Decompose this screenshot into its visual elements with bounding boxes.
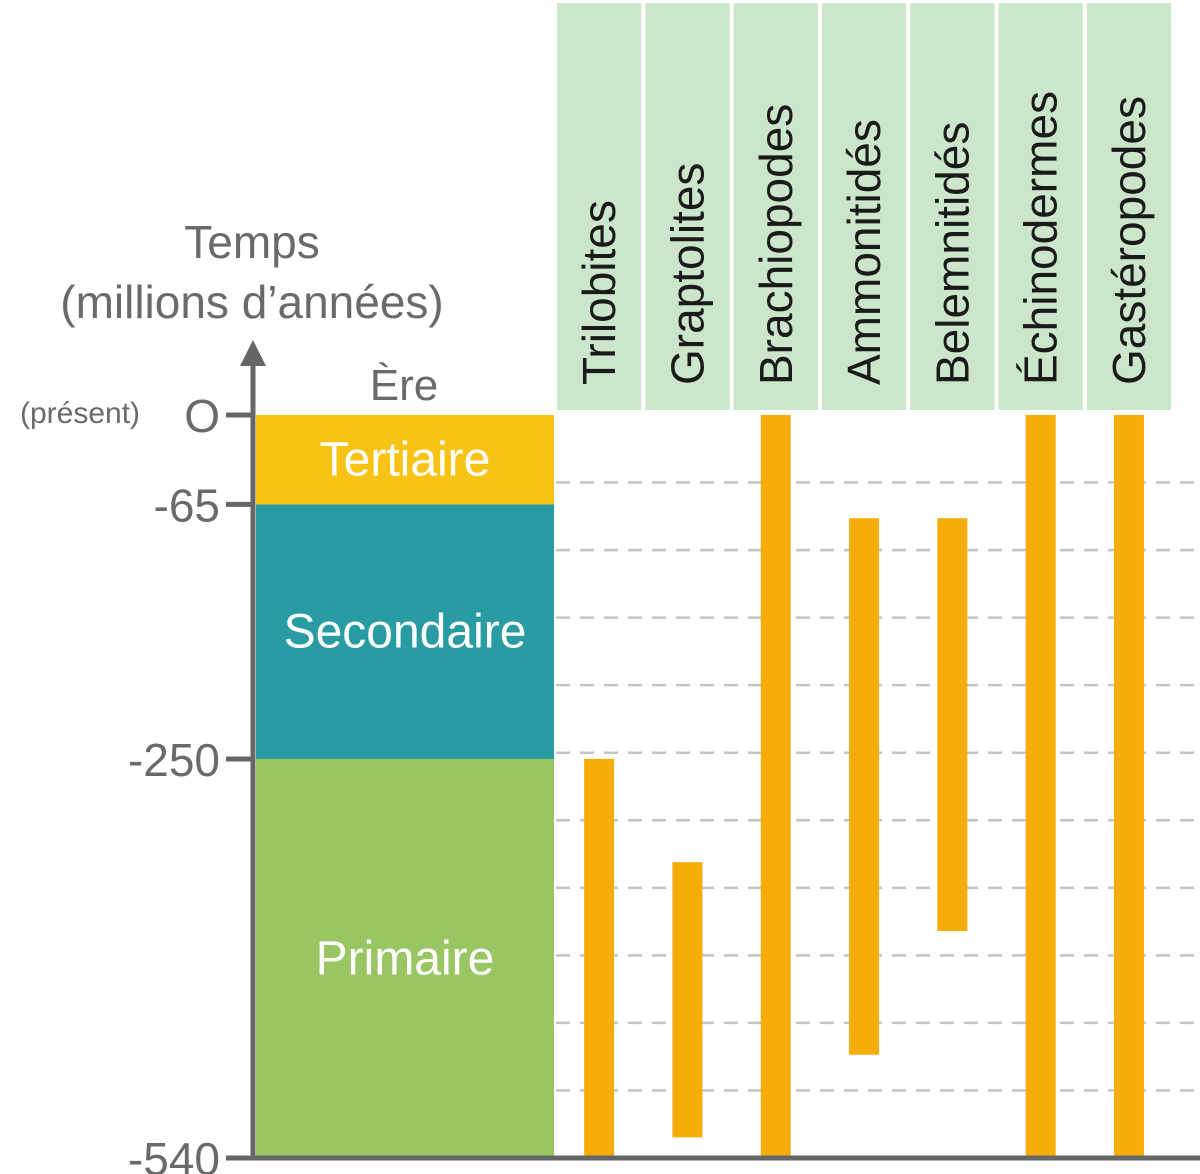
- era-label: Secondaire: [284, 606, 527, 659]
- y-ticks: O -65 -250 -540: [128, 390, 253, 1174]
- y-tick-label: -540: [128, 1133, 220, 1174]
- group-header-cell: [645, 3, 730, 410]
- y-tick-label: -250: [128, 734, 220, 786]
- era-block: [256, 504, 554, 759]
- range-bar: [937, 518, 968, 931]
- era-label: Tertiaire: [320, 434, 491, 487]
- group-header-cell: [910, 3, 995, 410]
- group-header-cell: [733, 3, 818, 410]
- range-bar: [672, 862, 703, 1138]
- group-label: Brachiopodes: [750, 104, 802, 385]
- era-block: [256, 415, 554, 505]
- era-block: [256, 758, 554, 1158]
- present-label: (présent): [20, 397, 140, 430]
- y-axis-arrow-icon: [240, 340, 266, 366]
- y-tick-label: -65: [154, 479, 220, 531]
- range-bar: [1113, 415, 1144, 1158]
- era-column: Tertiaire Secondaire Primaire: [256, 415, 554, 1158]
- group-header-cell: [1086, 3, 1172, 410]
- group-label: Ammonitidés: [838, 119, 890, 385]
- y-tick-label: O: [184, 390, 220, 442]
- group-headers: Trilobites Graptolites Brachiopodes Ammonit…: [557, 3, 1172, 410]
- range-bar: [849, 518, 880, 1055]
- y-axis-title-line1: Temps: [184, 216, 319, 268]
- range-bars: [584, 415, 1144, 1158]
- range-bar: [1025, 415, 1056, 1158]
- group-header-cell: [998, 3, 1083, 410]
- group-header-cell: [821, 3, 907, 410]
- era-column-header: Ère: [370, 361, 438, 410]
- group-label: Trilobites: [573, 200, 625, 385]
- group-label: Gastéropodes: [1103, 96, 1155, 385]
- group-header-cell: [557, 3, 642, 410]
- range-bar: [584, 758, 615, 1158]
- group-label: Belemnitidés: [926, 122, 978, 385]
- y-axis-title-line2: (millions d’années): [60, 276, 444, 328]
- group-label: Graptolites: [661, 163, 713, 385]
- range-bar: [760, 415, 791, 1158]
- group-label: Échinodermes: [1015, 91, 1067, 385]
- era-label: Primaire: [316, 932, 495, 985]
